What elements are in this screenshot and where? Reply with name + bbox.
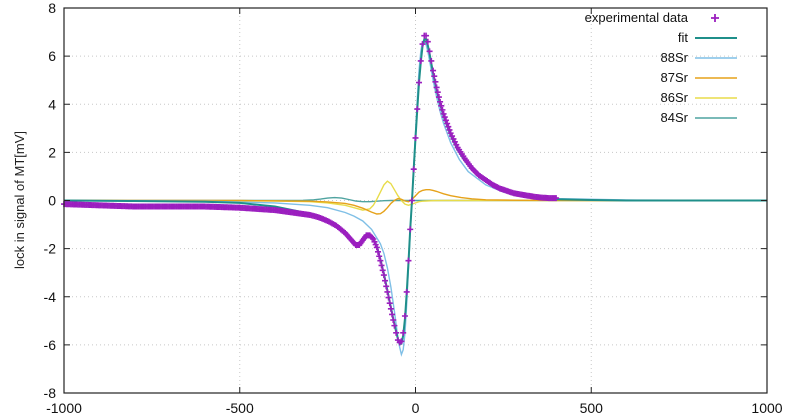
y-tick-label: -4 [44, 289, 57, 305]
x-tick-label: 1000 [751, 400, 782, 416]
data-point [441, 114, 448, 121]
plot-area [61, 32, 768, 357]
data-point [446, 126, 453, 133]
data-point [389, 311, 396, 318]
data-point [412, 134, 419, 141]
data-point [377, 257, 384, 264]
axis-ticks: -8 -6 -4 -2 0 2 4 6 8 -1000 -500 0 500 1000 [44, 0, 783, 416]
data-point [384, 288, 391, 295]
x-tick-label: 0 [412, 400, 420, 416]
data-point [382, 277, 389, 284]
legend-label-88sr: 88Sr [661, 50, 689, 65]
x-tick-label: 500 [580, 400, 604, 416]
data-point [434, 89, 441, 96]
y-axis-label: lock in signal of MT[mV] [12, 131, 27, 269]
data-point [408, 197, 415, 204]
data-point [380, 272, 387, 279]
data-point [371, 238, 378, 245]
legend-label-86sr: 86Sr [661, 90, 689, 105]
data-point [385, 294, 392, 301]
data-point [439, 106, 446, 113]
data-point [410, 166, 417, 173]
data-point [424, 38, 431, 45]
data-point [383, 283, 390, 290]
data-point [416, 79, 423, 86]
data-point [432, 78, 439, 85]
y-tick-label: 2 [48, 144, 56, 160]
y-tick-label: -6 [44, 337, 57, 353]
series-markers-experimental-data [61, 32, 560, 346]
legend: experimental data fit 88Sr 87Sr 86Sr 84Sr [585, 10, 737, 125]
legend-marker-experimental-data [711, 14, 719, 22]
data-point [387, 305, 394, 312]
data-point [401, 313, 408, 319]
data-point [405, 257, 412, 264]
data-point [433, 84, 440, 91]
data-point [414, 106, 421, 113]
data-point [426, 48, 433, 55]
data-point [438, 102, 445, 109]
data-point [440, 110, 447, 117]
data-point [370, 236, 377, 242]
data-point [403, 288, 410, 295]
data-point [419, 41, 426, 48]
data-point [428, 57, 435, 64]
data-point [444, 120, 451, 127]
data-point [442, 117, 449, 124]
data-point [398, 338, 405, 345]
data-point [430, 67, 437, 74]
legend-label-experimental-data: experimental data [585, 10, 689, 25]
series-line-87sr [64, 188, 767, 215]
data-point [390, 317, 397, 324]
x-tick-label: -500 [226, 400, 254, 416]
y-tick-label: 8 [48, 0, 56, 16]
legend-label-fit: fit [678, 30, 689, 45]
legend-label-84sr: 84Sr [661, 110, 689, 125]
data-point [373, 244, 380, 251]
y-tick-label: 0 [48, 193, 56, 209]
data-point [372, 241, 379, 248]
data-point [375, 248, 382, 255]
data-point [386, 300, 393, 307]
data-point [391, 322, 398, 329]
x-tick-label: -1000 [46, 400, 82, 416]
data-point [437, 98, 444, 105]
data-point [417, 57, 424, 64]
data-point [378, 262, 385, 269]
y-tick-label: 4 [48, 96, 56, 112]
data-point [435, 94, 442, 101]
series-line-88sr [63, 39, 768, 357]
y-tick-label: -8 [44, 385, 57, 401]
data-point [407, 226, 414, 233]
y-tick-label: 6 [48, 48, 56, 64]
data-point [553, 195, 560, 202]
data-point [423, 32, 430, 39]
data-point [445, 123, 452, 130]
series-line-86sr [63, 180, 767, 211]
y-tick-label: -2 [44, 241, 57, 257]
data-point [393, 329, 400, 336]
legend-label-87sr: 87Sr [661, 70, 689, 85]
data-point [379, 267, 386, 274]
data-point [400, 329, 407, 336]
data-point [376, 253, 383, 260]
data-point [431, 73, 438, 80]
